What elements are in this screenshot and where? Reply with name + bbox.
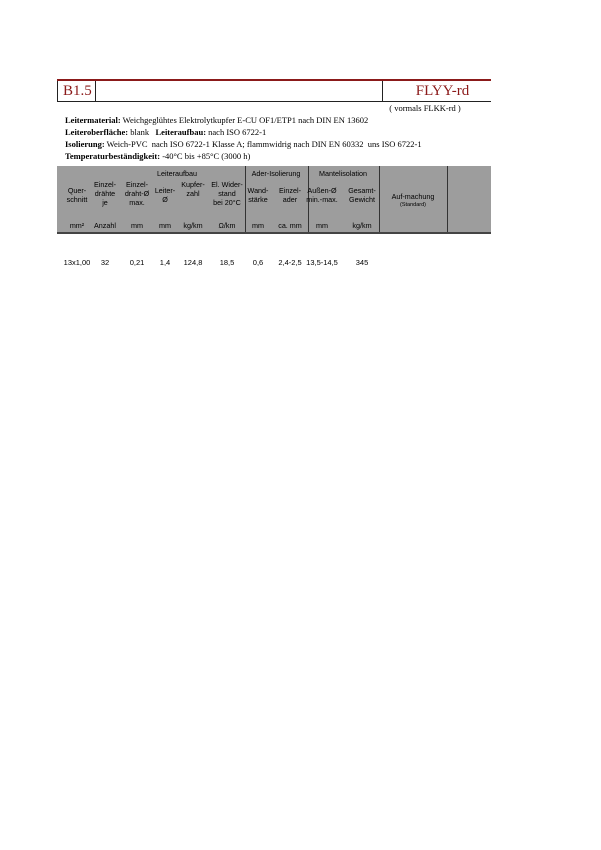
table-cell: 0,21 — [129, 258, 145, 267]
table-cell: 124,8 — [183, 258, 203, 267]
column-header: Wand- stärke — [247, 186, 269, 204]
column-subheader: (Standard) — [400, 202, 426, 208]
table-cell: 18,5 — [219, 258, 235, 267]
column-unit: mm — [252, 221, 264, 230]
table-cell: 1,4 — [159, 258, 171, 267]
column-group-header: Ader-Isolierung — [251, 169, 301, 178]
divider — [57, 81, 58, 101]
table-cell: 13,5-14,5 — [306, 258, 338, 267]
column-divider — [379, 166, 380, 232]
top-rule — [57, 79, 491, 81]
column-header: Kupfer- zahl — [181, 180, 205, 198]
divider — [382, 81, 383, 101]
header-box — [57, 81, 491, 102]
spec-table-header: Leiteraufbau Ader-Isolierung Mantelisolati… — [57, 166, 491, 234]
column-unit: mm — [316, 221, 328, 230]
column-unit: mm — [131, 221, 143, 230]
column-header: Einzel- ader — [279, 186, 301, 204]
table-cell: 0,6 — [252, 258, 264, 267]
column-divider — [447, 166, 448, 232]
column-header: Einzel- drähte je — [94, 180, 116, 207]
column-group-header: Mantelisolation — [319, 169, 367, 178]
column-group-header: Leiteraufbau — [157, 169, 197, 178]
column-header: Außen-Ø min.-max. — [306, 186, 338, 204]
column-unit: mm — [159, 221, 171, 230]
spec-temperature: Temperaturbeständigkeit: -40°C bis +85°C… — [65, 151, 251, 161]
column-header: Leiter- Ø — [154, 186, 176, 204]
column-header: El. Wider- stand bei 20°C — [211, 180, 243, 207]
column-header: Auf-machung — [391, 192, 435, 201]
column-unit: kg/km — [183, 221, 203, 230]
column-unit: ca. mm — [278, 221, 302, 230]
formerly-name: ( vormals FLKK-rd ) — [389, 103, 461, 113]
column-unit: Anzahl — [94, 221, 116, 230]
column-header: Einzel- draht-Ø max. — [124, 180, 150, 207]
table-cell: 13x1,00 — [63, 258, 91, 267]
column-unit: mm² — [69, 221, 85, 230]
table-cell: 32 — [100, 258, 110, 267]
column-divider — [245, 166, 246, 232]
spec-conductor-material: Leitermaterial: Weichgeglühtes Elektroly… — [65, 115, 369, 125]
spec-conductor-surface: Leiteroberfläche: blank Leiteraufbau: na… — [65, 127, 267, 137]
spec-insulation: Isolierung: Weich-PVC nach ISO 6722-1 Kl… — [65, 139, 422, 149]
column-unit: Ω/km — [218, 221, 236, 230]
column-unit: kg/km — [352, 221, 372, 230]
table-cell: 345 — [355, 258, 369, 267]
divider — [95, 81, 96, 101]
column-header: Quer- schnitt — [66, 186, 88, 204]
section-code: B1.5 — [63, 83, 92, 99]
table-cell: 2,4-2,5 — [278, 258, 302, 267]
column-header: Gesamt- Gewicht — [348, 186, 376, 204]
column-divider — [308, 166, 309, 232]
product-name: FLYY-rd — [415, 83, 470, 99]
